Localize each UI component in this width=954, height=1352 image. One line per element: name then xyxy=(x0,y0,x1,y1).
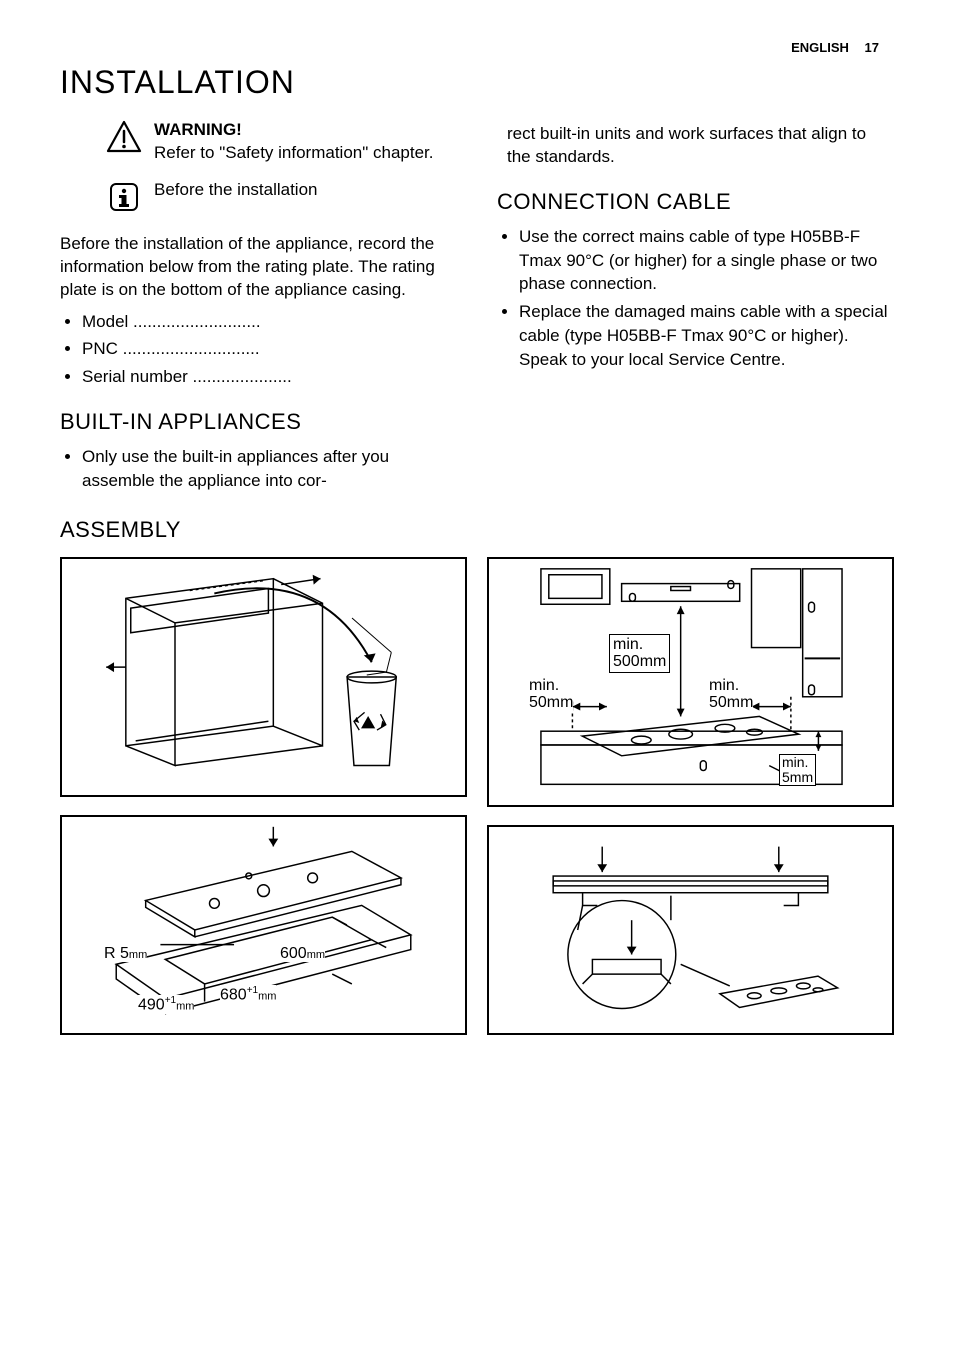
warning-text: WARNING! Refer to "Safety information" c… xyxy=(154,119,434,165)
two-column-layout: WARNING! Refer to "Safety information" c… xyxy=(60,119,894,497)
language-label: ENGLISH xyxy=(791,40,849,55)
dimension-600: 600mm xyxy=(280,945,325,963)
diagrams-grid: R 5mm 600mm 490+1mm 680+1mm xyxy=(60,557,894,1035)
info-block: Before the installation xyxy=(106,179,457,215)
dimension-680: 680+1mm xyxy=(220,985,276,1004)
dimension-r5: R 5mm xyxy=(104,945,147,963)
list-item: Only use the built-in appliances after y… xyxy=(82,445,457,493)
connection-list: Use the correct mains cable of type H05B… xyxy=(497,225,894,372)
page-number: 17 xyxy=(865,40,879,55)
info-icon xyxy=(106,179,142,215)
right-column: rect built-in units and work surfaces th… xyxy=(497,119,894,497)
info-text: Before the installation xyxy=(154,179,318,215)
connection-heading: CONNECTION CABLE xyxy=(497,189,894,215)
warning-body: Refer to "Safety information" chapter. xyxy=(154,143,434,162)
clearance-500mm: min. 500mm xyxy=(609,634,670,673)
clearance-50mm-left: min. 50mm xyxy=(529,677,573,712)
dimension-490: 490+1mm xyxy=(138,995,194,1014)
record-list: Model ........................... PNC ..… xyxy=(60,310,457,389)
continuation-text: rect built-in units and work surfaces th… xyxy=(507,123,894,169)
builtin-list: Only use the built-in appliances after y… xyxy=(60,445,457,493)
clearance-50mm-right: min. 50mm xyxy=(709,677,753,712)
clearance-5mm: min. 5mm xyxy=(779,754,816,787)
list-item: PNC ............................. xyxy=(82,337,457,361)
diagram-mounting-detail xyxy=(487,825,894,1035)
diagram-cutout-dimensions: R 5mm 600mm 490+1mm 680+1mm xyxy=(60,815,467,1035)
info-body: Before the installation xyxy=(154,180,318,199)
builtin-heading: BUILT-IN APPLIANCES xyxy=(60,409,457,435)
warning-triangle-icon xyxy=(106,119,142,155)
intro-paragraph: Before the installation of the appliance… xyxy=(60,233,457,302)
page-header: ENGLISH 17 xyxy=(791,40,879,55)
list-item: Replace the damaged mains cable with a s… xyxy=(519,300,894,371)
assembly-heading: ASSEMBLY xyxy=(60,517,894,543)
list-item: Serial number ..................... xyxy=(82,365,457,389)
list-item: Model ........................... xyxy=(82,310,457,334)
diagram-column-right: min. 500mm min. 50mm min. 50mm min. 5mm xyxy=(487,557,894,1035)
page-title: INSTALLATION xyxy=(60,64,894,101)
left-column: WARNING! Refer to "Safety information" c… xyxy=(60,119,457,497)
diagram-clearances: min. 500mm min. 50mm min. 50mm min. 5mm xyxy=(487,557,894,807)
diagram-cabinet-unpack xyxy=(60,557,467,797)
warning-label: WARNING! xyxy=(154,120,242,139)
assembly-section: ASSEMBLY xyxy=(60,517,894,1035)
warning-block: WARNING! Refer to "Safety information" c… xyxy=(106,119,457,165)
list-item: Use the correct mains cable of type H05B… xyxy=(519,225,894,296)
diagram-column-left: R 5mm 600mm 490+1mm 680+1mm xyxy=(60,557,467,1035)
